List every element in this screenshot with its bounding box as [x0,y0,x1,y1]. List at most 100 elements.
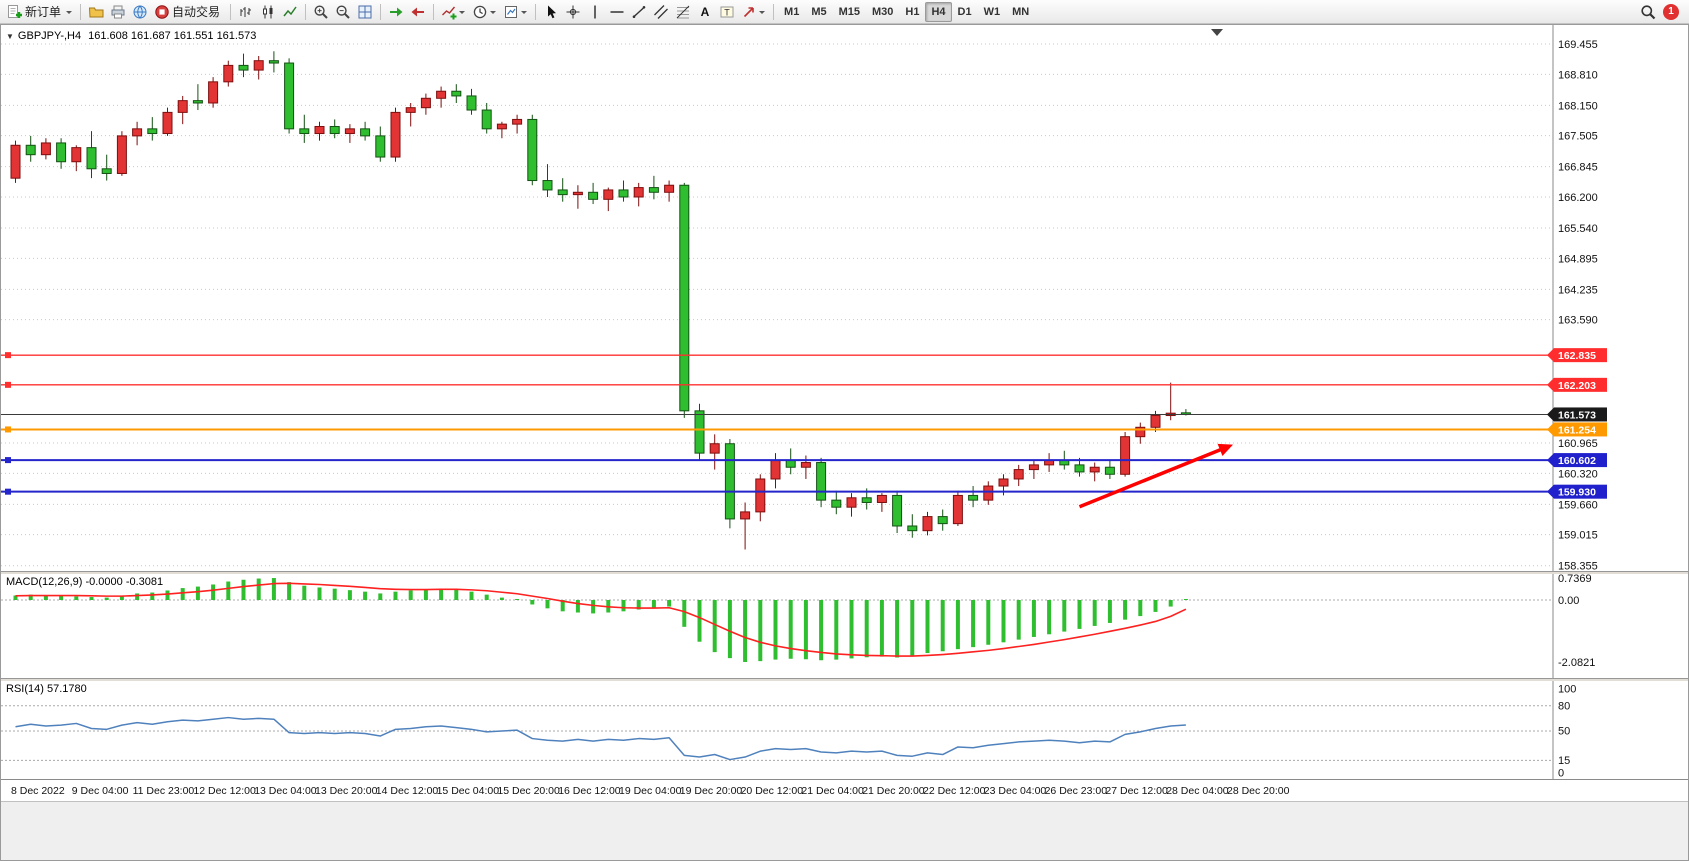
zoom-out-button[interactable] [332,2,354,22]
autotrading-button[interactable]: 自动交易 [151,2,226,22]
collapse-triangle-icon[interactable]: ▼ [6,31,14,41]
time-axis-label: 28 Dec 04:00 [1166,785,1229,797]
line-chart-icon [283,6,297,16]
new-order-button[interactable]: 新订单 [4,2,76,22]
time-axis-label: 16 Dec 12:00 [558,785,621,797]
channel-icon [654,4,668,19]
text-button[interactable]: A [694,2,716,22]
timeframe-button-w1[interactable]: W1 [983,5,1001,18]
trend-arrow-head[interactable] [1217,443,1234,456]
candle-bearish [542,180,553,191]
timeframe-button-m5[interactable]: M5 [811,5,827,18]
print-button[interactable] [107,2,129,22]
rsi-label: RSI(14) 57.1780 [6,683,87,695]
level-line-handle[interactable] [5,381,11,388]
periods-button[interactable] [469,2,500,22]
folder-button[interactable] [85,2,107,22]
svg-text:T: T [724,7,730,17]
timeframe-button-m15[interactable]: M15 [838,5,860,18]
rsi-axis-label: 15 [1558,755,1570,767]
candle-bullish [846,497,857,508]
price-chart-canvas[interactable]: 169.455 168.810 168.150 167.505 166.845 166.2… [1,25,1688,571]
candle-bullish [876,494,887,503]
indicators-button[interactable] [438,2,469,22]
macd-signal-line [15,582,1187,657]
price-axis-label: 164.235 [1558,284,1598,296]
tile-windows-button[interactable] [354,2,376,22]
toolbar-separator [80,3,82,20]
rsi-panel[interactable]: 100 80 50 15 0 RSI(14) 57.1780 [1,681,1688,779]
text-label-button[interactable]: T [716,2,738,22]
auto-scroll-button[interactable] [385,2,407,22]
price-axis-label: 158.355 [1558,561,1598,571]
chevron-down-icon [459,10,466,17]
candle-bearish [694,410,705,454]
fibonacci-button[interactable] [672,2,694,22]
bar-chart-button[interactable] [235,2,257,22]
level-line-handle[interactable] [5,457,11,464]
candle-bullish [1013,469,1024,480]
level-line-handle[interactable] [5,488,11,495]
price-axis-label: 167.505 [1558,131,1598,143]
search-button[interactable] [1637,2,1659,22]
price-badge [1554,422,1607,437]
main-toolbar: 新订单 自动交易 [0,0,1689,24]
price-chart-panel[interactable]: 169.455 168.810 168.150 167.505 166.845 166.2… [1,25,1688,571]
level-line-handle[interactable] [5,352,11,359]
candle-bearish [1104,466,1115,475]
timeframe-button-m30[interactable]: M30 [872,5,894,18]
level-line-handle[interactable] [5,426,11,433]
cursor-button[interactable] [540,2,562,22]
candle-bullish [603,189,614,200]
price-axis-label: 165.540 [1558,223,1598,235]
vertical-line-button[interactable] [584,2,606,22]
panel-divider[interactable] [1,678,1688,681]
notification-badge[interactable]: 1 [1663,3,1679,20]
candlestick-button[interactable] [257,2,279,22]
chart-window: 169.455 168.810 168.150 167.505 166.845 166.2… [0,24,1689,861]
timeframe-button-h4[interactable]: H4 [925,1,952,22]
time-axis-label: 22 Dec 12:00 [923,785,986,797]
line-chart-button[interactable] [279,2,301,22]
channel-button[interactable] [650,2,672,22]
price-axis-label: 169.455 [1558,39,1598,51]
chart-shift-button[interactable] [407,2,429,22]
trend-arrow[interactable] [1078,446,1227,509]
timeframe-button-mn[interactable]: MN [1012,5,1030,18]
timeframe-button-d1[interactable]: D1 [957,5,972,18]
candle-bearish [86,147,97,170]
arrows-button[interactable] [738,2,769,22]
price-axis-label: 168.810 [1558,69,1598,81]
zoom-in-button[interactable] [310,2,332,22]
candle-bullish [740,511,751,520]
arrow-object-icon [743,6,754,17]
price-axis-label: 164.895 [1558,253,1598,265]
macd-panel[interactable]: 0.7369 0.00 -2.0821 MACD(12,26,9) -0.0000 … [1,574,1688,678]
horizontal-line-button[interactable] [606,2,628,22]
time-axis[interactable]: 8 Dec 2022 9 Dec 04:00 11 Dec 23:00 12 Dec … [1,779,1688,801]
chevron-down-icon [66,10,73,17]
chevron-down-icon [490,10,497,17]
candle-bearish [968,494,979,501]
templates-button[interactable] [500,2,531,22]
community-button[interactable] [129,2,151,22]
price-badge-pointer [1547,422,1554,437]
trendline-button[interactable] [628,2,650,22]
timeframe-button-h1[interactable]: H1 [905,5,920,18]
candle-bullish [253,60,264,71]
candle-bearish [451,90,462,97]
price-axis-label: 168.150 [1558,100,1598,112]
candle-bullish [71,147,82,163]
candle-bearish [329,125,340,135]
rsi-canvas[interactable]: 100 80 50 150 [1,681,1688,779]
chart-shift-marker-icon[interactable] [1211,29,1223,36]
macd-canvas[interactable]: 0.7369 0.00 -2.0821 [1,574,1688,678]
crosshair-button[interactable] [562,2,584,22]
panel-divider[interactable] [1,571,1688,574]
candle-bullish [1150,415,1161,428]
timeframe-button-m1[interactable]: M1 [784,5,800,18]
price-badge-label: 161.573 [1558,409,1596,421]
tile-windows-icon [358,5,372,18]
horizontal-line-icon [610,10,624,13]
